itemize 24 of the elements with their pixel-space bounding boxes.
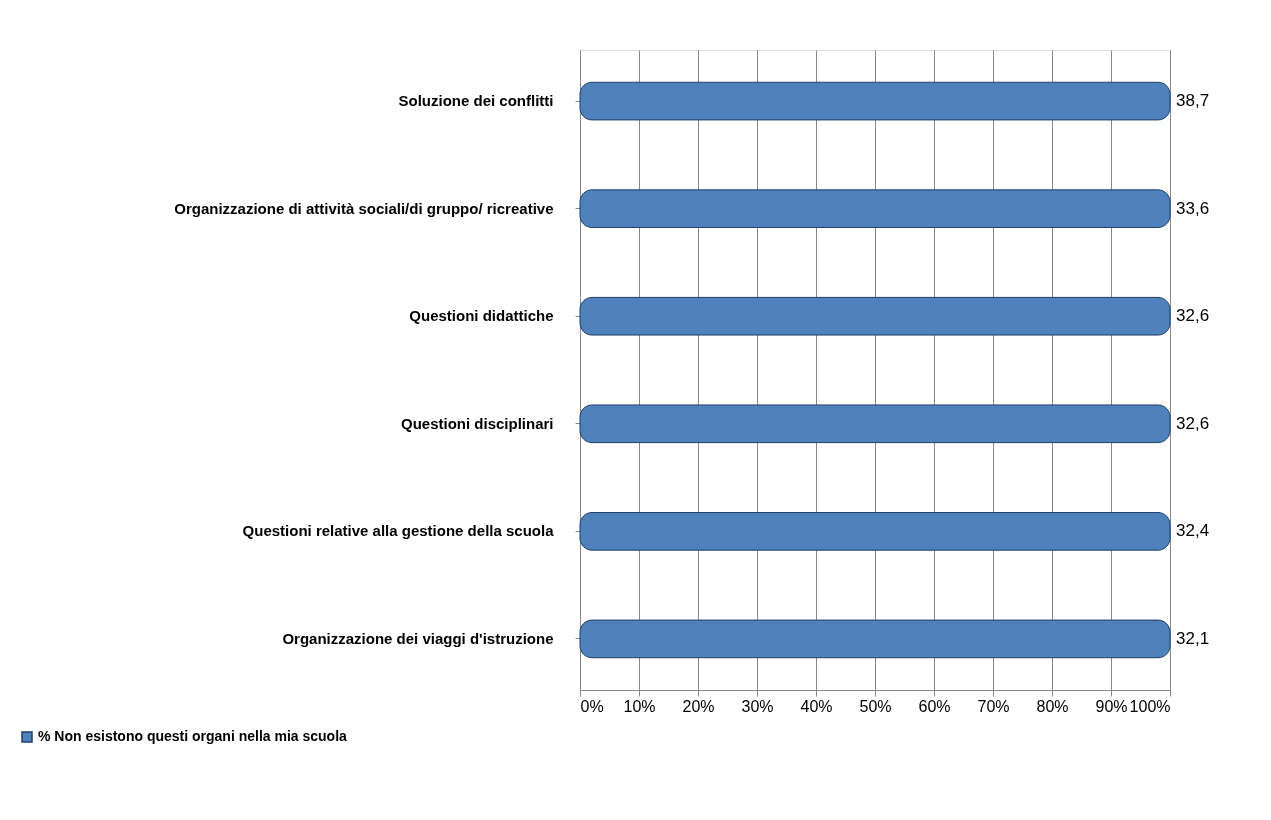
text: 32,6 [1176, 413, 1210, 433]
y-tick-label: Questioni disciplinari [400, 414, 554, 432]
x-tick-label: 70% [977, 697, 1010, 715]
x-tick-label: 60% [918, 697, 951, 715]
text: 38,7 [1176, 91, 1210, 111]
y-tick-label: Soluzione dei conflitti [398, 92, 554, 110]
x-tick-label: 20% [682, 697, 715, 715]
x-tick-label: 100% [1129, 697, 1171, 715]
x-tick-label: 90% [1095, 697, 1128, 715]
y-tick-label: Organizzazione di attività sociali/di gruppo/ ricreative [174, 199, 554, 217]
text: 32,1 [1176, 628, 1210, 648]
y-tick-label: Questioni didattiche [409, 307, 554, 325]
text: 32,4 [1176, 521, 1210, 541]
text: 32,6 [1176, 306, 1210, 326]
x-tick-label: 10% [623, 697, 656, 715]
text: 33,6 [1176, 198, 1210, 218]
x-tick-label: 0% [580, 697, 604, 715]
x-tick-label: 30% [741, 697, 774, 715]
legend-label: % Non esistono questi organi nella mia scuola [38, 728, 348, 744]
y-tick-label: Organizzazione dei viaggi d'istruzione [282, 629, 554, 647]
x-tick-label: 40% [800, 697, 833, 715]
y-tick-label: Questioni relative alla gestione della scuola [242, 522, 555, 540]
x-tick-label: 50% [859, 697, 892, 715]
x-tick-label: 80% [1036, 697, 1069, 715]
